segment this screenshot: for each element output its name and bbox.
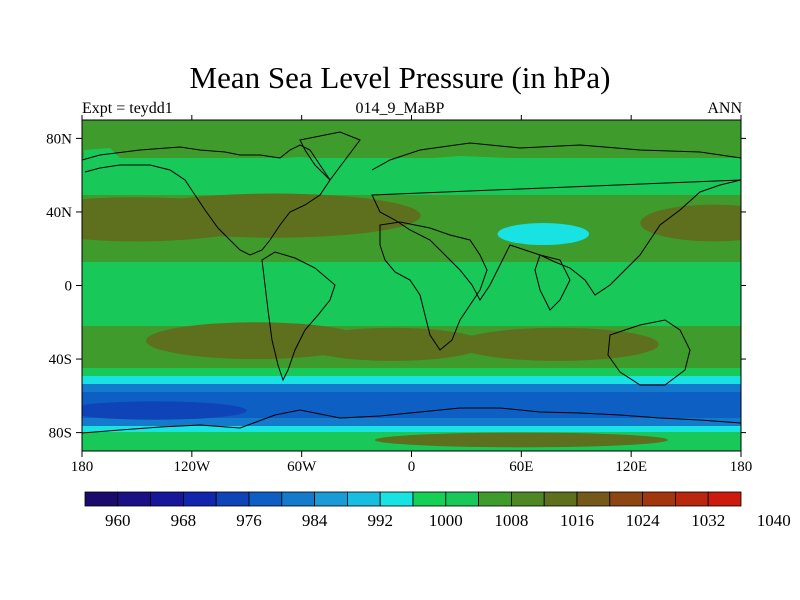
colorbar-swatch-3 <box>182 491 217 507</box>
colorbar-label-1: 968 <box>171 511 197 530</box>
colorbar-swatch-9 <box>379 491 414 507</box>
pressure-regions <box>82 193 741 448</box>
band-coastal-1 <box>82 418 741 428</box>
colorbar-swatch-6 <box>281 491 315 507</box>
arctic-edge <box>82 156 741 178</box>
x-tick-label-6: 180 <box>730 459 753 475</box>
band-southern-ocean-3 <box>82 384 741 394</box>
experiment-label: Expt = teydd1 <box>82 100 173 117</box>
region-antarctic-trough <box>82 401 247 420</box>
colorbar-swatch-11 <box>445 491 479 507</box>
region-antarctic-high <box>374 432 668 448</box>
colorbar-swatch-1 <box>117 491 152 507</box>
coast-australia <box>607 319 691 386</box>
coast-india <box>534 254 571 311</box>
colorbar-swatch-0 <box>84 491 119 507</box>
period-label: 014_9_MaBP <box>355 100 445 117</box>
colorbar-label-10: 1040 <box>757 511 791 530</box>
colorbar-label-8: 1024 <box>626 511 661 530</box>
band-southern-ocean-1 <box>82 368 741 378</box>
y-tick-label-4: 80S <box>49 426 72 442</box>
region-subtropical-high-south-atlantic <box>301 327 485 361</box>
x-axis: 180 120W 60W 0 60E 120E 180 <box>71 115 753 475</box>
y-tick-label-3: 40S <box>49 352 72 368</box>
band-southern-ocean-2 <box>82 376 741 386</box>
y-tick-label-1: 40N <box>46 205 72 221</box>
colorbar-swatch-2 <box>150 491 184 507</box>
pressure-field <box>82 120 741 451</box>
colorbar-swatch-16 <box>609 491 643 507</box>
colorbar-swatch-14 <box>543 491 578 507</box>
chart-title: Mean Sea Level Pressure (in hPa) <box>189 60 611 95</box>
colorbar-swatch-8 <box>346 491 381 507</box>
colorbar-swatch-10 <box>412 491 447 507</box>
region-asian-low <box>497 222 590 246</box>
x-tick-label-5: 120E <box>615 459 647 475</box>
coast-north-america <box>82 144 331 256</box>
colorbar-label-6: 1008 <box>494 511 528 530</box>
colorbar-swatch-5 <box>248 491 283 507</box>
coast-greenland <box>299 131 361 181</box>
band-coastal-2 <box>82 426 741 434</box>
colorbar-label-0: 960 <box>105 511 131 530</box>
coast-eurasia <box>371 142 741 301</box>
colorbar-label-9: 1032 <box>691 511 725 530</box>
band-tropics <box>82 262 741 330</box>
coast-antarctica <box>82 407 741 434</box>
colorbar-swatch-19 <box>707 491 742 507</box>
colorbar-label-2: 976 <box>236 511 262 530</box>
x-tick-label-1: 120W <box>173 459 211 475</box>
coast-south-america <box>261 251 336 382</box>
colorbar-label-5: 1000 <box>429 511 463 530</box>
colorbar-swatch-4 <box>215 491 250 507</box>
colorbar: 960 968 976 984 992 1000 1008 1016 1024 1032 1040 <box>84 491 791 530</box>
y-axis: 80N 40N 0 40S 80S <box>46 131 746 442</box>
colorbar-label-7: 1016 <box>560 511 594 530</box>
region-subtropical-high-north-pacific-east <box>640 204 741 242</box>
coast-africa <box>379 221 488 351</box>
colorbar-swatch-18 <box>675 491 709 507</box>
colorbar-label-4: 992 <box>367 511 393 530</box>
season-label: ANN <box>707 100 742 117</box>
x-tick-label-3: 0 <box>408 459 416 475</box>
y-tick-label-2: 0 <box>65 279 73 295</box>
x-tick-label-4: 60E <box>509 459 533 475</box>
colorbar-swatch-12 <box>478 491 512 507</box>
region-subtropical-high-indian-ocean <box>457 327 659 361</box>
coastlines <box>82 131 741 434</box>
colorbar-swatch-15 <box>576 491 611 507</box>
x-tick-label-2: 60W <box>287 459 317 475</box>
colorbar-label-3: 984 <box>302 511 328 530</box>
colorbar-swatch-13 <box>510 491 545 507</box>
colorbar-swatch-7 <box>314 491 348 507</box>
colorbar-swatch-17 <box>642 491 676 507</box>
region-subtropical-high-north-atlantic <box>127 193 421 238</box>
band-arctic <box>82 120 741 162</box>
x-tick-label-0: 180 <box>71 459 94 475</box>
y-tick-label-0: 80N <box>46 131 72 147</box>
